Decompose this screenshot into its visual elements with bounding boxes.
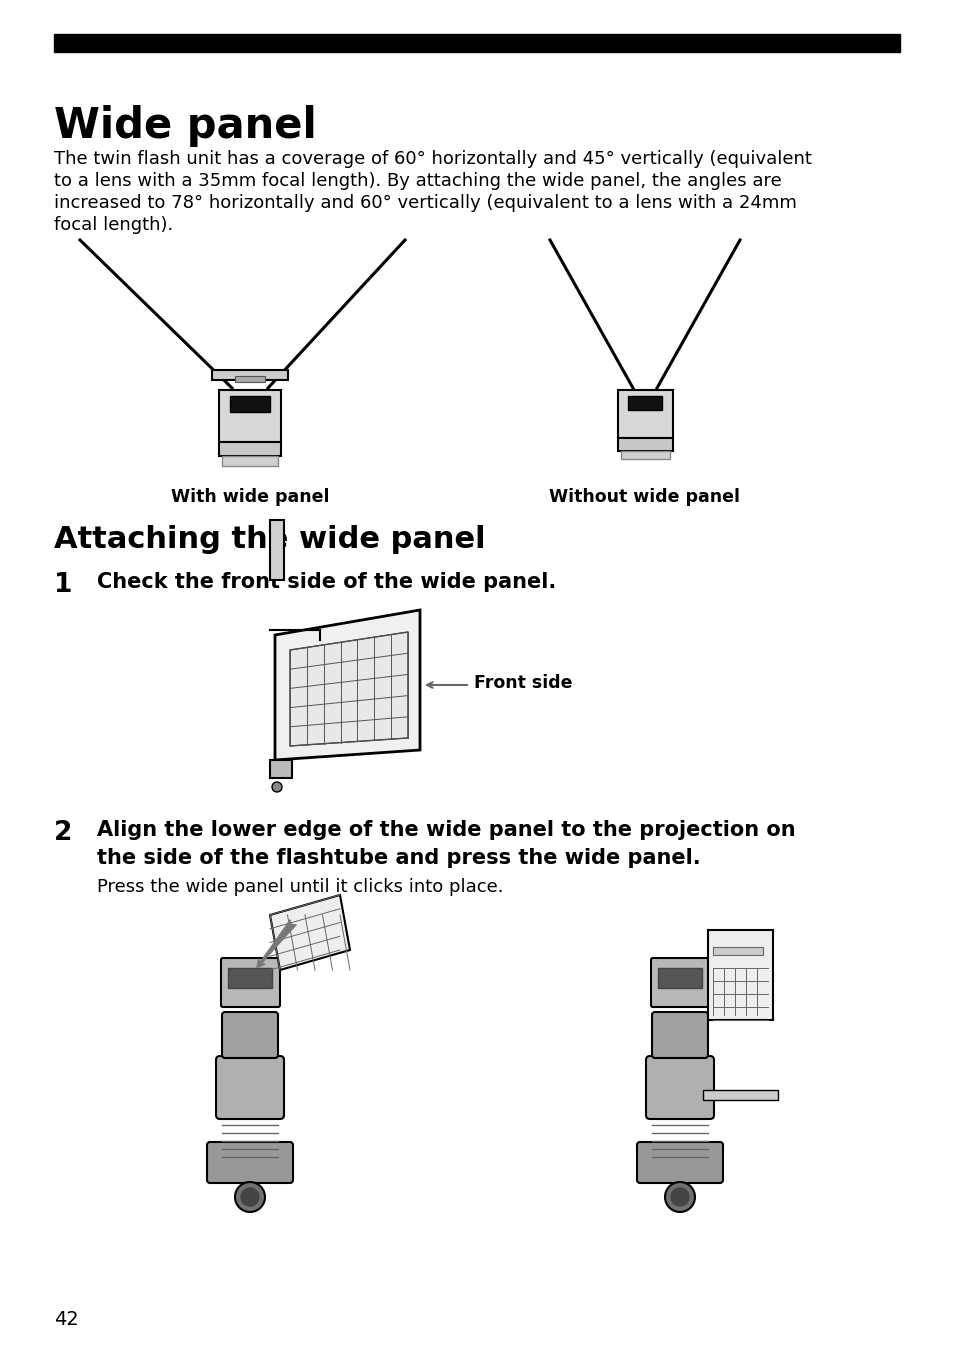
Polygon shape bbox=[270, 894, 350, 970]
Bar bbox=[270, 760, 292, 777]
Text: Without wide panel: Without wide panel bbox=[549, 488, 740, 506]
FancyBboxPatch shape bbox=[222, 1011, 277, 1059]
Bar bbox=[620, 451, 669, 459]
FancyBboxPatch shape bbox=[215, 1056, 284, 1119]
Bar bbox=[270, 521, 284, 580]
Text: Wide panel: Wide panel bbox=[54, 105, 316, 147]
Bar bbox=[627, 395, 661, 410]
FancyBboxPatch shape bbox=[221, 958, 280, 1007]
Polygon shape bbox=[274, 611, 419, 760]
FancyBboxPatch shape bbox=[645, 1056, 713, 1119]
Polygon shape bbox=[290, 632, 408, 746]
Bar bbox=[658, 968, 701, 989]
Bar bbox=[212, 370, 288, 381]
FancyBboxPatch shape bbox=[207, 1142, 293, 1184]
Bar bbox=[219, 443, 281, 456]
Bar bbox=[712, 947, 762, 955]
Circle shape bbox=[241, 1188, 258, 1206]
Circle shape bbox=[664, 1182, 695, 1212]
Text: Press the wide panel until it clicks into place.: Press the wide panel until it clicks int… bbox=[97, 878, 503, 896]
Text: 1: 1 bbox=[54, 572, 72, 599]
Text: With wide panel: With wide panel bbox=[171, 488, 329, 506]
Text: to a lens with a 35mm focal length). By attaching the wide panel, the angles are: to a lens with a 35mm focal length). By … bbox=[54, 172, 781, 190]
Circle shape bbox=[272, 781, 282, 792]
Text: The twin flash unit has a coverage of 60° horizontally and 45° vertically (equiv: The twin flash unit has a coverage of 60… bbox=[54, 151, 811, 168]
Text: 2: 2 bbox=[54, 820, 72, 846]
Bar bbox=[702, 1089, 778, 1100]
Bar bbox=[219, 390, 281, 443]
Text: Align the lower edge of the wide panel to the projection on: Align the lower edge of the wide panel t… bbox=[97, 820, 795, 841]
Text: focal length).: focal length). bbox=[54, 217, 173, 234]
Text: increased to 78° horizontally and 60° vertically (equivalent to a lens with a 24: increased to 78° horizontally and 60° ve… bbox=[54, 194, 796, 213]
Text: 42: 42 bbox=[54, 1310, 79, 1329]
Circle shape bbox=[670, 1188, 688, 1206]
FancyBboxPatch shape bbox=[650, 958, 709, 1007]
FancyBboxPatch shape bbox=[651, 1011, 707, 1059]
Bar bbox=[54, 34, 899, 52]
Bar bbox=[222, 456, 277, 465]
Text: the side of the flashtube and press the wide panel.: the side of the flashtube and press the … bbox=[97, 847, 700, 868]
Text: Check the front side of the wide panel.: Check the front side of the wide panel. bbox=[97, 572, 556, 592]
Bar bbox=[618, 438, 672, 451]
Bar bbox=[230, 395, 270, 412]
Bar bbox=[228, 968, 272, 989]
Bar bbox=[234, 377, 265, 382]
Bar bbox=[707, 929, 772, 1020]
Text: Front side: Front side bbox=[474, 674, 572, 691]
Text: Attaching the wide panel: Attaching the wide panel bbox=[54, 525, 485, 554]
FancyBboxPatch shape bbox=[637, 1142, 722, 1184]
Bar bbox=[618, 390, 672, 438]
Circle shape bbox=[234, 1182, 265, 1212]
